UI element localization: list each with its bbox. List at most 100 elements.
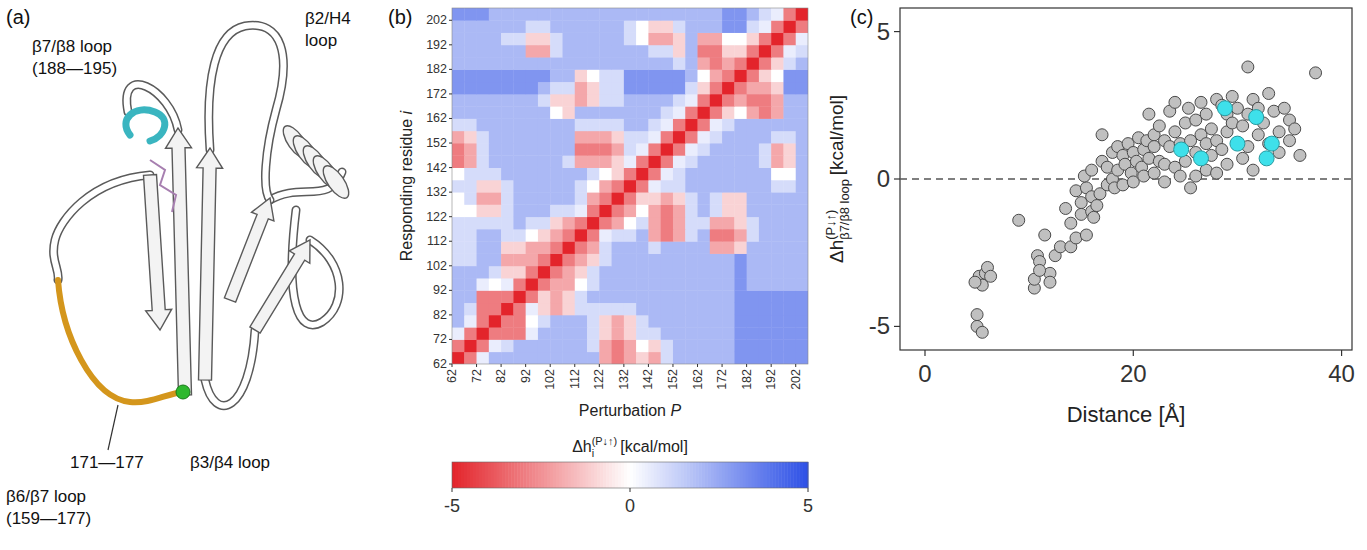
heatmap-cell: [464, 69, 477, 82]
heatmap-cell: [685, 118, 698, 131]
heatmap-cell: [698, 33, 711, 46]
heatmap-cell: [612, 143, 625, 156]
heatmap-cell: [710, 69, 723, 82]
y-tick: [449, 44, 452, 45]
heatmap-cell: [636, 217, 649, 230]
heatmap-cell: [796, 339, 808, 352]
heatmap-cell: [624, 180, 637, 193]
y-tick-label: 192: [426, 38, 447, 52]
heatmap-cell: [661, 143, 674, 156]
heatmap-cell: [722, 266, 735, 279]
heatmap-cell: [734, 192, 747, 205]
heatmap-cell: [771, 82, 784, 95]
heatmap-cell: [575, 57, 588, 70]
heatmap-cell: [599, 131, 612, 144]
heatmap-cell: [513, 33, 526, 46]
heatmap-cell: [783, 20, 796, 33]
colorbar-segment: [452, 462, 455, 488]
heatmap-cell: [612, 155, 625, 168]
heatmap-cell: [636, 118, 649, 131]
y-tick-label: 82: [433, 308, 447, 322]
heatmap-cell: [636, 180, 649, 193]
heatmap-cell: [612, 315, 625, 328]
heatmap-cell: [661, 82, 674, 95]
heatmap-cell: [599, 57, 612, 70]
colorbar-segment: [775, 462, 778, 488]
scatter-point: [1200, 108, 1212, 120]
colorbar-segment: [713, 462, 716, 488]
heatmap-cell: [783, 118, 796, 131]
heatmap-cell: [661, 352, 674, 364]
structure-label: (159—177): [6, 509, 91, 528]
scatter-point: [1169, 126, 1181, 138]
heatmap-cell: [452, 143, 465, 156]
heatmap-cell: [526, 82, 539, 95]
scatter-point: [1289, 123, 1301, 135]
heatmap-cell: [734, 254, 747, 267]
heatmap-cell: [722, 204, 735, 217]
heatmap-cell: [734, 155, 747, 168]
strand: [224, 198, 274, 302]
heatmap-cell: [710, 118, 723, 131]
heatmap-cell: [673, 57, 686, 70]
colorbar-segment: [541, 462, 544, 488]
heatmap-cell: [759, 315, 772, 328]
heatmap-cell: [452, 82, 465, 95]
y-tick-label: 132: [426, 185, 447, 199]
heatmap-cell: [759, 217, 772, 230]
heatmap-cell: [673, 168, 686, 181]
heatmap-cell: [710, 94, 723, 107]
heatmap-cell: [575, 204, 588, 217]
colorbar-segment: [796, 462, 799, 488]
heatmap-cell: [648, 352, 661, 364]
colorbar-segment: [781, 462, 784, 488]
heatmap-cell: [587, 192, 600, 205]
heatmap-cell: [734, 217, 747, 230]
heatmap-cell: [526, 69, 539, 82]
scatter-point: [1217, 101, 1232, 116]
heatmap-cell: [526, 241, 539, 254]
heatmap-cell: [783, 278, 796, 291]
heatmap-cell: [648, 290, 661, 303]
heatmap-cell: [710, 192, 723, 205]
heatmap-cell: [587, 82, 600, 95]
colorbar-segment: [666, 462, 669, 488]
heatmap-cell: [526, 45, 539, 58]
scatter-point: [1153, 120, 1165, 132]
heatmap-cell: [513, 143, 526, 156]
heatmap-cell: [698, 241, 711, 254]
heatmap-cell: [501, 168, 514, 181]
colorbar-segment: [511, 462, 514, 488]
heatmap-cell: [501, 278, 514, 291]
heatmap-cell: [747, 278, 760, 291]
heatmap-cell: [452, 155, 465, 168]
colorbar-segment: [550, 462, 553, 488]
heatmap-cell: [722, 57, 735, 70]
colorbar-segment: [497, 462, 500, 488]
heatmap-cell: [661, 69, 674, 82]
heatmap-cell: [489, 192, 502, 205]
heatmap-cell: [673, 8, 686, 21]
heatmap-cell: [612, 303, 625, 316]
colorbar-segment: [461, 462, 464, 488]
heatmap-cell: [722, 290, 735, 303]
heatmap-cell: [722, 118, 735, 131]
scatter-point: [1211, 167, 1223, 179]
heatmap-cell: [661, 155, 674, 168]
heatmap-cell: [464, 241, 477, 254]
heatmap-cell: [612, 8, 625, 21]
heatmap-cell: [734, 118, 747, 131]
colorbar-segment: [719, 462, 722, 488]
heatmap-cell: [783, 69, 796, 82]
heatmap-cell: [648, 254, 661, 267]
heatmap-cell: [562, 106, 575, 119]
heatmap-cell: [636, 327, 649, 340]
heatmap-cell: [513, 229, 526, 242]
heatmap-cell: [452, 327, 465, 340]
heatmap-cell: [501, 327, 514, 340]
heatmap-cell: [513, 168, 526, 181]
heatmap-cell: [501, 217, 514, 230]
colorbar-segment: [642, 462, 645, 488]
heatmap-cell: [599, 352, 612, 364]
heatmap-cell: [501, 45, 514, 58]
